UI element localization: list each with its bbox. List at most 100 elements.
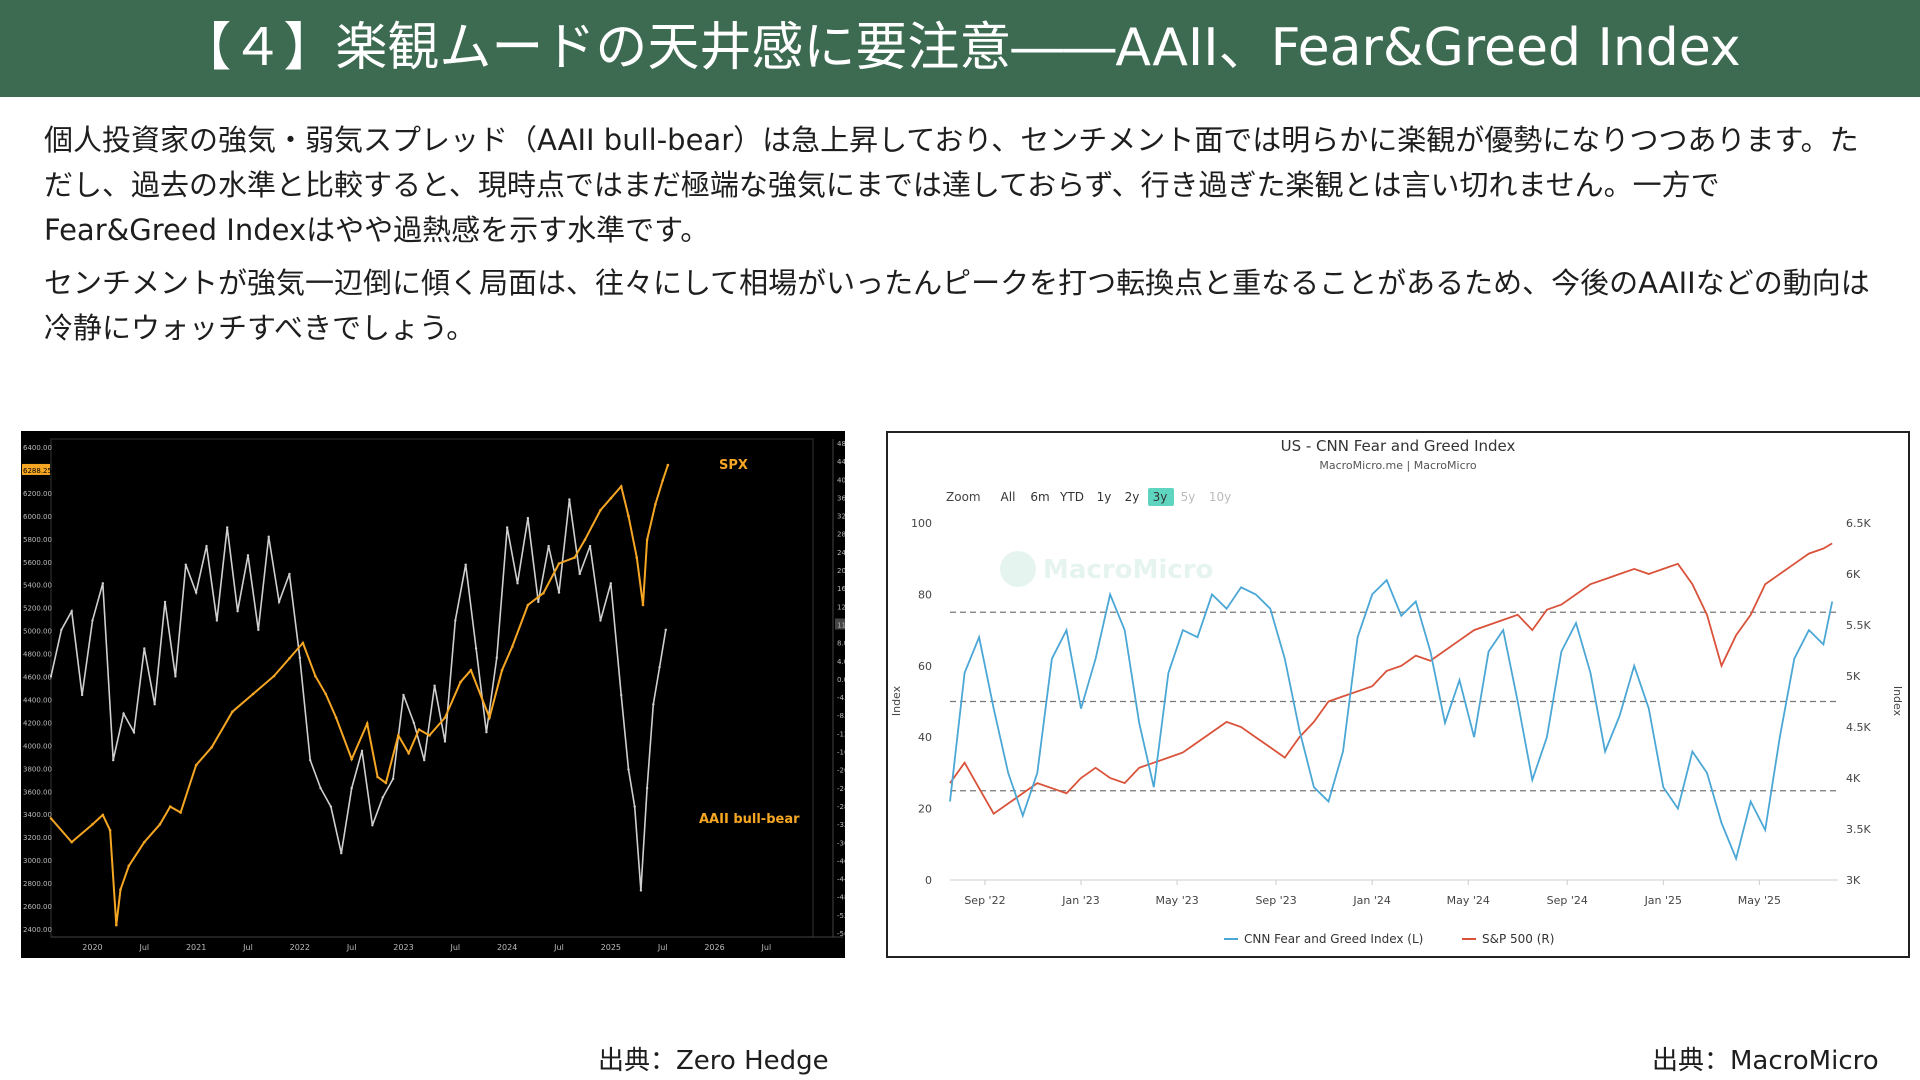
spx-aaii-chart: 6400.00 6288.25 6200.00 6000.00 5800.00 5600.… bbox=[21, 431, 864, 958]
right-tick-label: -28.000 bbox=[837, 803, 845, 811]
aaii-point bbox=[557, 591, 561, 594]
fear-greed-line bbox=[949, 578, 1834, 862]
aaii-point bbox=[60, 628, 63, 632]
zoom-button-all[interactable]: All bbox=[1001, 490, 1016, 504]
aaii-point bbox=[132, 731, 136, 734]
aaii-point bbox=[205, 544, 208, 548]
spx-point bbox=[350, 757, 353, 761]
x-tick-label: Jul bbox=[553, 943, 564, 952]
right-tick-label: -24.000 bbox=[837, 785, 845, 793]
left-tick-label: 6000.00 bbox=[23, 513, 52, 521]
source-left: 出典：Zero Hedge bbox=[598, 1046, 829, 1076]
right-axis-title: Index bbox=[1891, 686, 1904, 717]
cnn-fear-greed-chart: US - CNN Fear and Greed Index MacroMicro.… bbox=[886, 431, 1910, 958]
spx-point bbox=[231, 710, 234, 714]
aaii-point bbox=[423, 758, 426, 762]
right-tick-label: -52.000 bbox=[837, 912, 845, 920]
left-tick-label: 4400.00 bbox=[23, 696, 52, 704]
paragraph-1: 個人投資家の強気・弱気スプレッド（AAII bull-bear）は急上昇しており… bbox=[44, 123, 1859, 247]
spx-point bbox=[108, 828, 112, 832]
aaii-point bbox=[70, 610, 73, 613]
spx-point bbox=[654, 502, 657, 506]
spx-point bbox=[251, 692, 255, 696]
spx-point bbox=[443, 716, 447, 719]
aaii-point bbox=[153, 703, 156, 706]
aaii-point bbox=[236, 610, 239, 613]
left-axis-title: Index bbox=[890, 685, 903, 716]
right-tick-label: -32.000 bbox=[837, 821, 845, 829]
x-tick-label: May '25 bbox=[1738, 894, 1781, 907]
zoom-button-label: 1y bbox=[1097, 490, 1112, 504]
zoom-button-label: YTD bbox=[1059, 490, 1084, 504]
right-tick-label: 16.000 bbox=[837, 585, 845, 593]
x-tick-label: Sep '24 bbox=[1547, 894, 1588, 907]
spx-point bbox=[119, 888, 122, 891]
zoom-button-6m[interactable]: 6m bbox=[1030, 490, 1049, 504]
zoom-button-5y[interactable]: 5y bbox=[1181, 490, 1196, 504]
spx-point bbox=[272, 674, 276, 678]
spx-point bbox=[179, 811, 182, 814]
aaii-point bbox=[371, 824, 374, 827]
aaii-point bbox=[257, 628, 260, 632]
left-tick-label: 4200.00 bbox=[23, 719, 52, 727]
x-tick-label: 2022 bbox=[290, 943, 310, 952]
spx-last-badge bbox=[22, 463, 50, 475]
right-tick-label: -44.000 bbox=[837, 876, 845, 884]
zoom-button-label: 5y bbox=[1181, 490, 1196, 504]
aaii-point bbox=[246, 554, 250, 557]
right-tick-label: 4K bbox=[1846, 772, 1861, 785]
left-tick-label: 6200.00 bbox=[23, 490, 52, 498]
zoom-button-3y[interactable]: 3y bbox=[1148, 488, 1174, 506]
plot-area bbox=[50, 438, 814, 938]
body-text: 個人投資家の強気・弱気スプレッド（AAII bull-bear）は急上昇しており… bbox=[44, 118, 1884, 359]
spx-point bbox=[70, 840, 74, 844]
right-tick-label: 40.000 bbox=[837, 476, 845, 484]
zoom-button-label: 3y bbox=[1153, 490, 1168, 504]
right-tick-label: -48.000 bbox=[837, 894, 845, 902]
aaii-point bbox=[495, 656, 498, 659]
aaii-point bbox=[620, 693, 623, 697]
aaii-point bbox=[143, 647, 146, 650]
spx-point bbox=[376, 775, 379, 779]
spx-point bbox=[301, 641, 305, 645]
aaii-point bbox=[163, 600, 167, 604]
zoom-button-ytd[interactable]: YTD bbox=[1059, 490, 1084, 504]
aaii-label: AAII bull-bear bbox=[699, 812, 800, 827]
right-tick-label: 20.000 bbox=[837, 567, 845, 575]
spx-point bbox=[661, 479, 664, 482]
right-tick-label: 32.000 bbox=[837, 513, 845, 521]
left-tick-label: 3400.00 bbox=[23, 811, 52, 819]
spx-point bbox=[609, 496, 613, 500]
zoom-button-10y[interactable]: 10y bbox=[1209, 490, 1231, 504]
spx-point bbox=[645, 538, 649, 542]
left-tick-label: 5200.00 bbox=[23, 605, 52, 613]
spx-point bbox=[397, 734, 400, 737]
spx-point bbox=[428, 734, 431, 737]
right-tick-label: 5.5K bbox=[1846, 619, 1871, 632]
aaii-point bbox=[547, 544, 550, 548]
spx-point bbox=[91, 823, 94, 826]
watermark-text: MacroMicro bbox=[1043, 555, 1213, 585]
spx-point bbox=[542, 591, 545, 595]
spx-point bbox=[384, 781, 388, 785]
aaii-point bbox=[112, 758, 115, 762]
aaii-point bbox=[578, 572, 581, 576]
aaii-point bbox=[412, 721, 416, 725]
right-tick-label: 6K bbox=[1846, 568, 1861, 581]
x-tick-label: Jan '25 bbox=[1644, 894, 1682, 907]
zoom-selected-bg bbox=[1148, 488, 1174, 506]
spx-point bbox=[365, 722, 369, 725]
paragraph-2: センチメントが強気一辺倒に傾く局面は、往々にして相場がいったんピークを打つ転換点… bbox=[44, 266, 1870, 345]
left-tick-label: 3800.00 bbox=[23, 765, 52, 773]
zoom-button-1y[interactable]: 1y bbox=[1097, 490, 1112, 504]
spx-point bbox=[557, 562, 561, 565]
spx-point bbox=[101, 813, 105, 817]
zoom-button-2y[interactable]: 2y bbox=[1125, 490, 1140, 504]
aaii-point bbox=[433, 684, 436, 687]
right-tick-label: 12.000 bbox=[837, 603, 845, 611]
x-tick-label: Jul bbox=[346, 943, 357, 952]
aaii-point bbox=[277, 600, 281, 604]
zoom-label: Zoom bbox=[946, 490, 981, 504]
spx-point bbox=[407, 751, 410, 755]
zoom-button-label: 2y bbox=[1125, 490, 1140, 504]
